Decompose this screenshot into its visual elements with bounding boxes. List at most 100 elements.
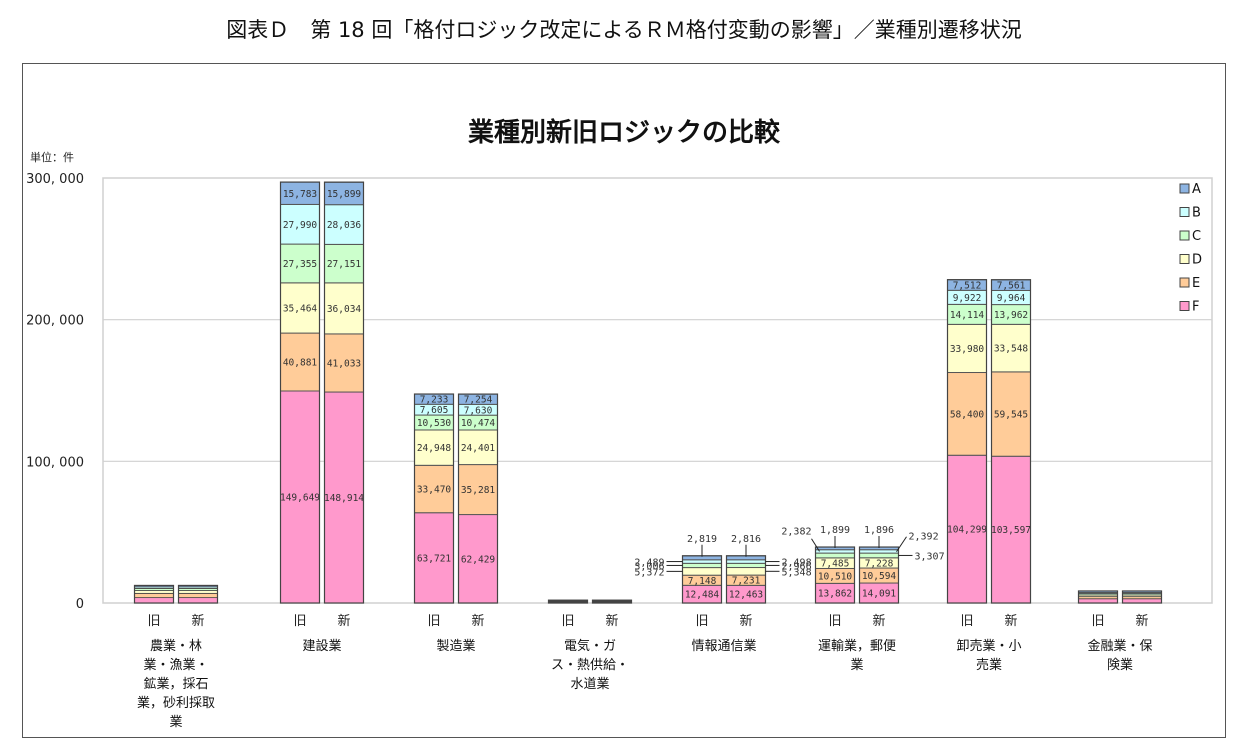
category-label: 建設業 — [272, 637, 372, 656]
bar-segment-F — [280, 390, 320, 604]
callout-label: 2,498 — [782, 558, 812, 569]
legend-label-A: A — [1192, 182, 1201, 197]
data-label: 149,649 — [280, 492, 320, 503]
data-label: 33,548 — [994, 344, 1029, 355]
legend-swatch-A — [1179, 183, 1190, 194]
data-label: 35,464 — [283, 303, 318, 314]
data-label: 7,233 — [420, 395, 449, 406]
category-label-line: 卸売業・小 — [956, 639, 1022, 654]
category-label-line: 業，砂利採取 — [136, 696, 215, 711]
legend-swatch-F — [1179, 301, 1190, 311]
callout-label: 2,489 — [634, 558, 664, 569]
bar-outline — [133, 584, 175, 604]
callout-label: 5,372 — [634, 567, 664, 578]
data-label: 24,948 — [417, 443, 452, 454]
bar-outline — [591, 599, 633, 604]
data-label: 7,485 — [821, 559, 850, 570]
y-tick-label: 0 — [76, 597, 84, 612]
category-label: 金融業・保 険業 — [1070, 637, 1170, 675]
legend-label-E: E — [1192, 276, 1200, 291]
data-label: 10,474 — [461, 418, 496, 429]
data-label: 103,597 — [991, 525, 1031, 536]
legend-swatch-C — [1179, 230, 1190, 241]
old-bar-label: 旧 — [147, 614, 160, 629]
data-label: 7,231 — [732, 576, 761, 587]
bar-outline — [946, 279, 988, 604]
data-label: 7,148 — [688, 576, 717, 587]
bar-segment-C — [815, 552, 855, 559]
chart-frame — [22, 63, 1226, 738]
bar-segment-E — [134, 592, 174, 599]
category-label-line: 製造業 — [436, 639, 476, 654]
data-label: 35,281 — [461, 485, 496, 496]
bar-outline — [990, 279, 1032, 604]
data-label: 10,530 — [417, 418, 452, 429]
callout-label: 3,307 — [915, 551, 945, 562]
new-bar-label: 新 — [739, 613, 752, 629]
legend-label-C: C — [1192, 229, 1201, 244]
callout-label: 1,896 — [864, 525, 894, 536]
y-tick-label: 200, 000 — [26, 314, 84, 329]
data-label: 7,228 — [865, 558, 894, 569]
bar-segment-B — [682, 559, 722, 564]
data-label: 7,605 — [420, 405, 449, 416]
bar-segment-C — [280, 243, 320, 284]
category-label-line: 業 — [850, 658, 864, 673]
category-label: 農業・林 業・漁業・ 鉱業，採石 業，砂利採取業 — [126, 637, 226, 732]
data-label: 10,594 — [862, 571, 897, 582]
data-label: 10,510 — [818, 571, 853, 582]
callout-label: 3,006 — [634, 561, 664, 572]
y-tick-label: 300, 000 — [26, 172, 84, 187]
callout-leader — [896, 536, 907, 552]
data-label: 40,881 — [283, 358, 318, 369]
new-bar-label: 新 — [605, 613, 618, 629]
old-bar-label: 旧 — [695, 614, 708, 629]
data-label: 15,783 — [283, 189, 317, 200]
data-label: 104,299 — [947, 525, 987, 536]
category-label-line: ス・熱供給・ — [550, 658, 629, 673]
category-label: 情報通信業 — [674, 637, 774, 656]
category-label-line: 業・漁業・ — [143, 658, 209, 673]
data-label: 148,914 — [324, 493, 364, 504]
category-label: 製造業 — [406, 637, 506, 656]
data-label: 14,091 — [862, 589, 897, 600]
old-bar-label: 旧 — [427, 614, 440, 629]
data-label: 27,151 — [327, 259, 362, 270]
old-bar-label: 旧 — [828, 614, 841, 629]
category-label: 電気・ガ ス・熱供給・ 水道業 — [540, 637, 640, 694]
callout-label: 2,382 — [781, 527, 811, 538]
legend-label-B: B — [1192, 206, 1201, 221]
bar-outline — [547, 599, 589, 604]
category-label-line: 業 — [169, 715, 183, 730]
new-bar-label: 新 — [471, 613, 484, 629]
plot-area — [102, 177, 1213, 604]
bar-outline — [177, 584, 219, 604]
data-label: 7,512 — [953, 280, 982, 291]
data-label: 15,899 — [327, 189, 362, 200]
data-label: 7,561 — [997, 281, 1026, 292]
data-label: 36,034 — [327, 304, 362, 315]
new-bar-label: 新 — [1004, 613, 1017, 629]
category-label-line: 売業 — [975, 658, 1002, 673]
callout-label: 2,966 — [782, 561, 812, 572]
bar-segment-D — [134, 590, 174, 594]
bar-segment-C — [324, 243, 364, 284]
callout-label: 5,348 — [782, 567, 812, 578]
bar-segment-D — [178, 590, 218, 594]
data-label: 59,545 — [994, 410, 1028, 421]
data-label: 63,721 — [417, 553, 452, 564]
data-label: 62,429 — [461, 554, 496, 565]
new-bar-label: 新 — [191, 613, 204, 629]
bar-segment-F — [414, 512, 454, 604]
category-label-line: 運輸業，郵便 — [817, 639, 896, 654]
new-bar-label: 新 — [872, 613, 885, 629]
data-label: 24,401 — [461, 443, 496, 454]
chart-title: 業種別新旧ロジックの比較 — [467, 118, 780, 148]
bar-segment-E — [280, 332, 320, 392]
bar-outline — [1121, 590, 1163, 604]
data-label: 12,484 — [685, 590, 720, 601]
bar-segment-C — [682, 562, 722, 569]
category-label: 卸売業・小 売業 — [939, 637, 1039, 675]
data-label: 9,964 — [997, 293, 1026, 304]
legend-swatch-B — [1179, 207, 1190, 217]
